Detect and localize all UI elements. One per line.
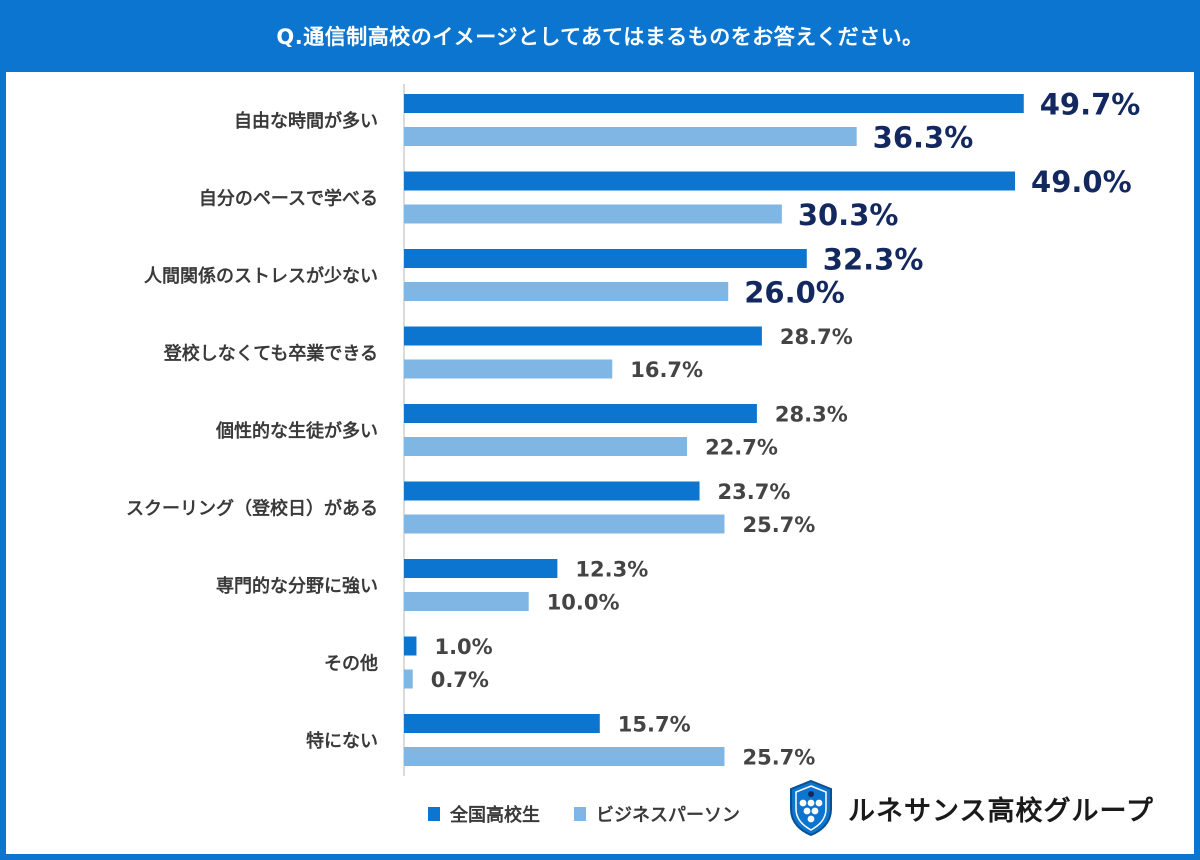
bar-business: [404, 282, 729, 301]
question-title: Q.通信制高校のイメージとしてあてはまるものをお答えください。: [276, 25, 924, 49]
bar-students: [404, 714, 600, 733]
bar-students: [404, 249, 807, 268]
question-header: Q.通信制高校のイメージとしてあてはまるものをお答えください。: [0, 0, 1200, 72]
brand-name: ルネサンス高校グループ: [848, 795, 1154, 827]
category-label: 自由な時間が多い: [234, 110, 378, 132]
data-label-business: 25.7%: [742, 513, 815, 537]
legend: 全国高校生 ビジネスパーソン: [428, 800, 740, 828]
bar-business: [404, 514, 725, 534]
category-label: 自分のペースで学べる: [199, 188, 378, 210]
bar-business: [404, 669, 413, 689]
legend-swatch-business: [574, 807, 586, 821]
data-label-students: 28.7%: [780, 325, 853, 349]
data-label-students: 1.0%: [434, 635, 492, 659]
bar-students: [404, 171, 1016, 191]
bar-business: [404, 204, 782, 224]
legend-swatch-students: [428, 807, 440, 821]
data-label-business: 30.3%: [798, 198, 899, 232]
bar-business: [404, 592, 529, 611]
bar-students: [404, 94, 1024, 113]
data-label-business: 16.7%: [630, 358, 703, 382]
data-label-business: 0.7%: [431, 668, 489, 692]
legend-item-business: ビジネスパーソン: [574, 801, 740, 827]
data-label-students: 12.3%: [575, 558, 648, 582]
data-label-business: 10.0%: [547, 591, 620, 615]
data-label-business: 26.0%: [744, 276, 845, 310]
category-label: その他: [324, 653, 378, 675]
data-label-business: 25.7%: [742, 746, 815, 770]
bar-business: [404, 127, 857, 146]
bar-business: [404, 437, 688, 456]
category-label: 個性的な生徒が多い: [215, 420, 378, 442]
bar-students: [404, 636, 417, 656]
legend-label-students: 全国高校生: [450, 805, 540, 826]
bar-students: [404, 404, 757, 423]
data-label-students: 28.3%: [775, 403, 848, 427]
data-label-business: 22.7%: [705, 436, 778, 460]
bar-business: [404, 747, 725, 766]
legend-label-business: ビジネスパーソン: [596, 805, 740, 826]
data-label-business: 36.3%: [873, 121, 974, 155]
category-label: 登校しなくても卒業できる: [163, 343, 378, 365]
data-label-students: 49.7%: [1040, 88, 1141, 122]
bar-students: [404, 559, 558, 578]
data-label-students: 49.0%: [1031, 165, 1132, 199]
category-label: スクーリング（登校日）がある: [126, 498, 378, 520]
legend-item-students: 全国高校生: [428, 801, 540, 827]
bar-business: [404, 359, 613, 379]
bar-students: [404, 326, 762, 346]
category-label: 特にない: [306, 730, 378, 752]
data-label-students: 32.3%: [823, 243, 924, 277]
brand: ルネサンス高校グループ: [788, 776, 1154, 840]
category-label: 人間関係のストレスが少ない: [144, 265, 378, 287]
category-label: 専門的な分野に強い: [216, 575, 378, 597]
data-label-students: 15.7%: [618, 713, 691, 737]
data-label-students: 23.7%: [718, 480, 791, 504]
bar-students: [404, 481, 700, 501]
shield-logo-icon: [790, 779, 832, 837]
